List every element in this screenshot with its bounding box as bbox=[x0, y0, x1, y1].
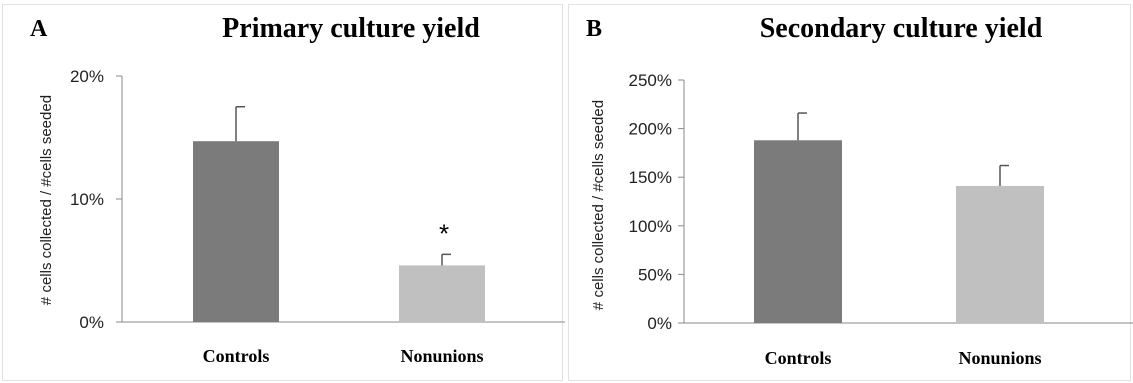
y-tick-label: 50% bbox=[638, 265, 672, 284]
bar-controls bbox=[193, 141, 279, 322]
significance-asterisk: * bbox=[439, 218, 449, 248]
plot-area: 0% 10% 20% Controls Nonunions * bbox=[70, 67, 565, 366]
chart-panel-a: A Primary culture yield # cells collecte… bbox=[0, 0, 565, 383]
y-axis-label: # cells collected / #cells seeded bbox=[38, 95, 55, 305]
chart-title: Primary culture yield bbox=[222, 13, 480, 44]
y-axis-label: # cells collected / #cells seeded bbox=[590, 100, 607, 310]
bar-controls bbox=[754, 140, 842, 323]
panel-frame bbox=[568, 4, 1131, 381]
category-label: Nonunions bbox=[958, 348, 1041, 368]
y-tick-label: 0% bbox=[79, 313, 104, 332]
bar-nonunions bbox=[399, 265, 485, 322]
bar-chart-svg: B Secondary culture yield # cells collec… bbox=[586, 13, 1133, 368]
chart-title: Secondary culture yield bbox=[760, 13, 1043, 44]
plot-area: 0% 50% 100% 150% 200% 250% Controls Nonunions bbox=[629, 71, 1133, 368]
chart-panel-b: B Secondary culture yield # cells collec… bbox=[566, 0, 1133, 383]
y-tick-label: 20% bbox=[70, 67, 104, 86]
panel-letter: B bbox=[586, 16, 602, 42]
bar-nonunions bbox=[956, 185, 1044, 323]
y-tick-label: 10% bbox=[70, 190, 104, 209]
y-tick-label: 100% bbox=[629, 217, 672, 236]
y-tick-label: 200% bbox=[629, 120, 672, 139]
category-label: Controls bbox=[765, 348, 832, 368]
y-tick-label: 150% bbox=[629, 168, 672, 187]
category-label: Nonunions bbox=[400, 346, 483, 366]
panel-letter: A bbox=[30, 16, 48, 42]
bar-chart-svg: A Primary culture yield # cells collecte… bbox=[30, 13, 565, 366]
category-label: Controls bbox=[203, 346, 270, 366]
panel-frame bbox=[2, 4, 563, 381]
y-tick-label: 250% bbox=[629, 71, 672, 90]
y-tick-label: 0% bbox=[647, 314, 672, 333]
